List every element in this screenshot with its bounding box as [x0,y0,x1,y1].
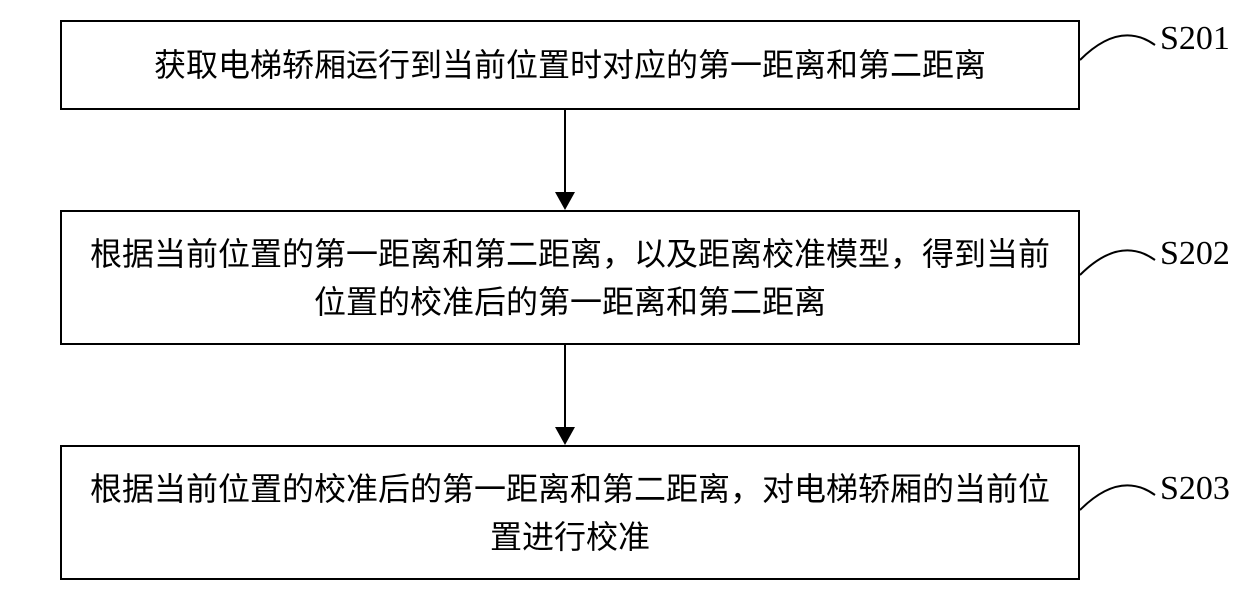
arrow-head-icon [555,427,575,445]
step-box-s202: 根据当前位置的第一距离和第二距离，以及距离校准模型，得到当前位置的校准后的第一距… [60,210,1080,345]
step-box-s201: 获取电梯轿厢运行到当前位置时对应的第一距离和第二距离 [60,20,1080,110]
connector-curve-icon [1080,250,1155,275]
step-label-s201: S201 [1160,20,1230,58]
connector-curve-icon [1080,35,1155,60]
arrow-line [564,345,566,427]
arrow-head-icon [555,192,575,210]
step-text-s201: 获取电梯轿厢运行到当前位置时对应的第一距离和第二距离 [154,41,986,89]
connector-curve-icon [1080,485,1155,510]
step-label-s202: S202 [1160,235,1230,273]
step-text-s203: 根据当前位置的校准后的第一距离和第二距离，对电梯轿厢的当前位置进行校准 [82,465,1058,561]
flowchart-container: 获取电梯轿厢运行到当前位置时对应的第一距离和第二距离 根据当前位置的第一距离和第… [0,0,1239,604]
step-box-s203: 根据当前位置的校准后的第一距离和第二距离，对电梯轿厢的当前位置进行校准 [60,445,1080,580]
step-text-s202: 根据当前位置的第一距离和第二距离，以及距离校准模型，得到当前位置的校准后的第一距… [82,230,1058,326]
arrow-line [564,110,566,192]
step-label-s203: S203 [1160,470,1230,508]
